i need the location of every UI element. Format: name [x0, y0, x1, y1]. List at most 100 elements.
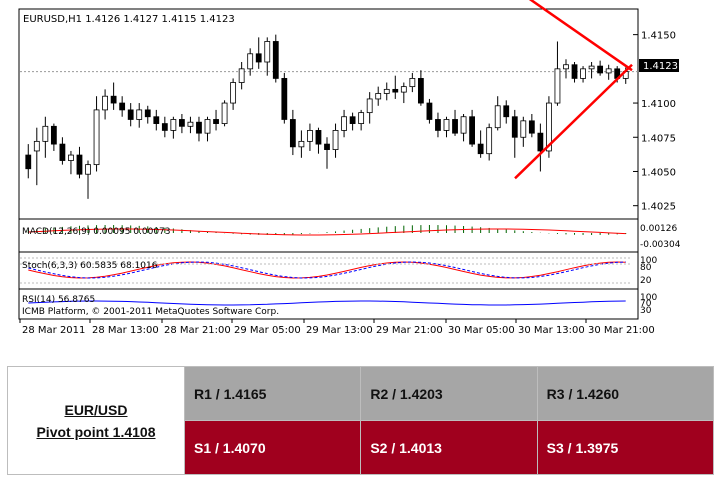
candle-body: [426, 102, 433, 120]
trendline: [528, 0, 633, 72]
chart-frame: [18, 8, 639, 320]
time-tick-label: 28 Mar 21:00: [164, 325, 231, 336]
candle-body: [68, 154, 74, 161]
candle-body: [272, 41, 279, 79]
candle-body: [528, 120, 535, 134]
candle-body: [179, 119, 185, 127]
candle-body: [494, 105, 501, 129]
macd-label: MACD(12,26,9) 0.00095 0.00073: [22, 227, 171, 237]
candle-body: [255, 53, 262, 63]
candle-body: [187, 121, 194, 127]
current-price-tag: 1.4123: [639, 59, 679, 72]
candles-group: [25, 34, 629, 199]
pivot-point: Pivot point 1.4108: [36, 423, 156, 440]
candle-body: [435, 119, 441, 131]
stoch-scale-100: 100: [640, 256, 657, 266]
candle-body: [102, 95, 108, 111]
candle-body: [605, 68, 612, 74]
candle-body: [469, 116, 475, 145]
candle-body: [127, 109, 134, 120]
candle-body: [588, 65, 595, 70]
candle-body: [119, 102, 126, 111]
price-axis: 1.4150 1.4100 1.4075 1.4050 1.4025: [633, 31, 676, 213]
price-tick-label: 1.4100: [641, 99, 676, 110]
price-chart: 1.4150 1.4100 1.4075 1.4050 1.4025 EURUSD,H1…: [18, 0, 681, 336]
rsi-scale-100: 100: [640, 293, 657, 303]
candle-body: [366, 98, 373, 114]
support-s2: S2 / 1.4013: [360, 420, 538, 475]
symbol-header: EURUSD,H1 1.4126 1.4127 1.4115 1.4123: [23, 14, 235, 25]
candle-body: [511, 116, 518, 138]
candle-body: [50, 125, 57, 145]
trendlines-group: [514, 0, 633, 180]
candle-body: [503, 105, 510, 118]
candle-body: [33, 140, 40, 152]
time-tick-label: 29 Mar 13:00: [306, 325, 373, 336]
stoch-main-line: [28, 261, 626, 279]
candle-body: [460, 116, 467, 134]
price-tick-label: 1.4025: [641, 202, 676, 213]
macd-scale-top: 0.00126: [640, 224, 677, 234]
resistance-r2: R2 / 1.4203: [360, 366, 538, 421]
support-s3: S3 / 1.3975: [536, 420, 715, 475]
candle-body: [298, 140, 305, 148]
candle-body: [221, 102, 228, 124]
candle-body: [358, 112, 365, 124]
pivot-table: EUR/USD Pivot point 1.4108 R1 / 1.4165 R…: [7, 366, 715, 475]
price-tick-label: 1.4075: [641, 133, 676, 144]
stoch-signal-line: [28, 261, 626, 279]
candle-body: [213, 119, 219, 124]
candle-body: [349, 116, 356, 124]
candle-body: [341, 116, 347, 131]
rsi-label: RSI(14) 56.8765: [22, 295, 95, 305]
rsi-scale-70: 70: [640, 299, 652, 309]
macd-scale-bottom: -0.00304: [640, 240, 681, 250]
candle-body: [59, 143, 66, 161]
candle-body: [93, 109, 100, 166]
candle-body: [332, 130, 339, 150]
time-tick-label: 28 Mar 2011: [22, 325, 85, 336]
resistance-r3: R3 / 1.4260: [536, 366, 715, 421]
time-tick-label: 30 Mar 13:00: [518, 325, 585, 336]
candle-body: [315, 130, 322, 145]
candle-body: [546, 102, 552, 152]
candle-body: [537, 132, 544, 152]
time-tick-label: 29 Mar 05:00: [234, 325, 301, 336]
price-tick-label: 1.4150: [641, 31, 676, 42]
candle-body: [196, 121, 202, 134]
candle-body: [477, 143, 484, 155]
candle-body: [400, 86, 407, 93]
pivot-label-cell: EUR/USD Pivot point 1.4108: [7, 366, 185, 475]
candle-body: [230, 82, 237, 104]
candle-body: [409, 78, 416, 88]
candle-body: [452, 119, 458, 134]
candle-body: [76, 154, 83, 175]
current-price-label: 1.4123: [643, 61, 678, 72]
candle-body: [281, 78, 288, 120]
time-tick-label: 30 Mar 21:00: [588, 325, 655, 336]
macd-signal-line: [28, 228, 626, 236]
copyright-text: ICMB Platform, © 2001-2011 MetaQuotes So…: [22, 307, 279, 317]
trendline: [514, 63, 633, 180]
candle-body: [417, 78, 424, 104]
time-tick-label: 29 Mar 21:00: [376, 325, 443, 336]
candle-body: [85, 164, 91, 175]
candle-body: [25, 154, 32, 170]
candle-body: [307, 130, 313, 142]
rsi-scale-30: 30: [640, 306, 652, 316]
rsi-line: [28, 300, 626, 306]
candle-body: [486, 127, 493, 155]
candle-body: [264, 41, 271, 63]
candle-body: [520, 120, 527, 138]
candle-body: [136, 109, 143, 120]
support-s1: S1 / 1.4070: [183, 420, 362, 475]
candle-body: [42, 125, 49, 142]
candle-body: [170, 119, 177, 131]
price-tick-label: 1.4050: [641, 167, 676, 178]
candle-body: [383, 88, 390, 94]
candle-body: [110, 95, 117, 104]
candle-body: [375, 93, 382, 100]
candle-body: [571, 64, 578, 79]
candle-body: [580, 68, 586, 79]
candle-body: [554, 68, 561, 104]
